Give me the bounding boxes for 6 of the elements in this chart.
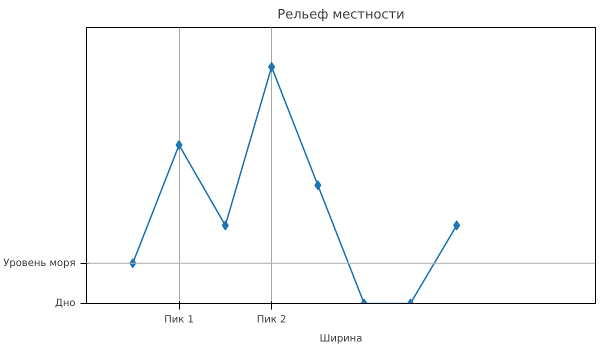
ref-line-label: Дно xyxy=(55,298,76,309)
x-axis-title: Ширина xyxy=(320,334,362,344)
x-tick-label: Пик 1 xyxy=(164,314,194,326)
ref-line-label: Уровень моря xyxy=(3,258,76,269)
chart-title: Рельеф местности xyxy=(277,8,405,22)
x-tick-label: Пик 2 xyxy=(256,314,286,326)
